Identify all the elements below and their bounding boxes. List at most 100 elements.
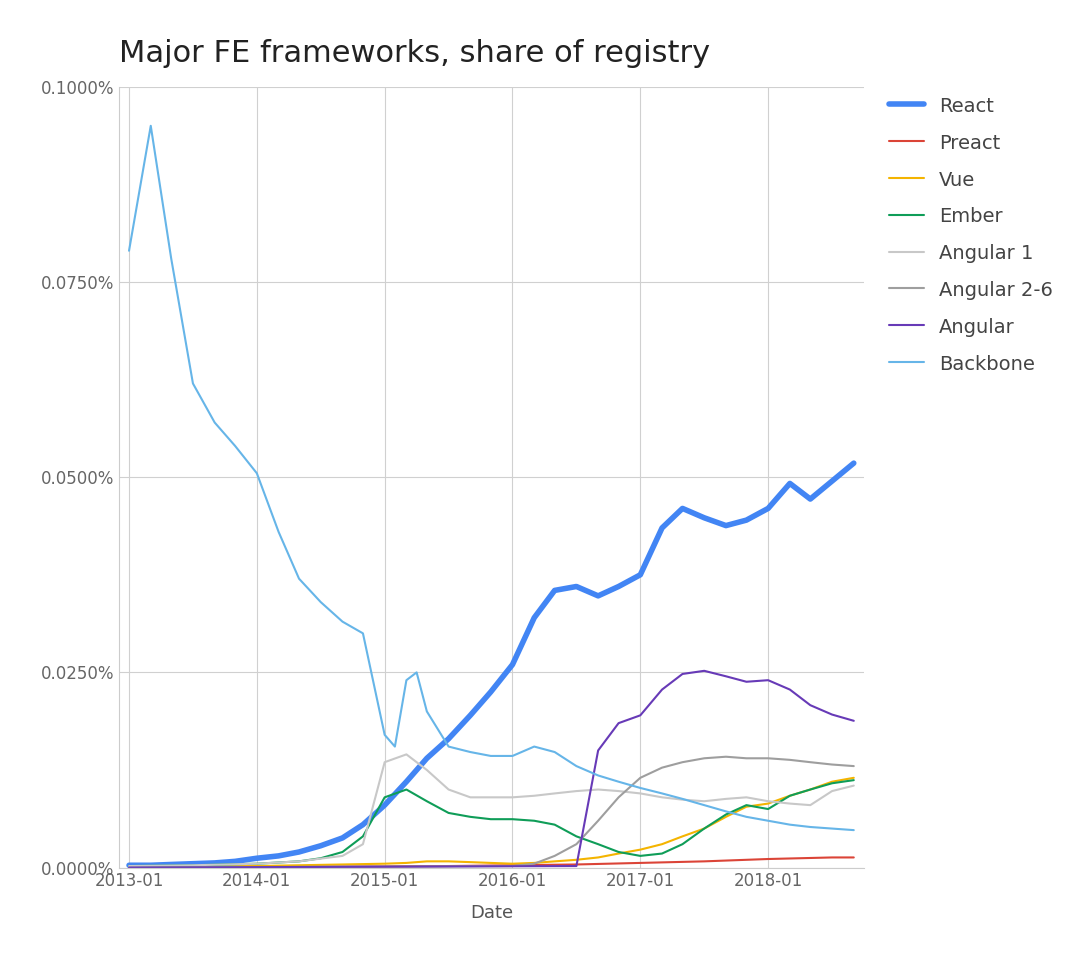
- Vue: [740, 801, 753, 813]
- React: [229, 856, 242, 868]
- Vue: [719, 811, 732, 822]
- Ember: [484, 814, 497, 825]
- Angular 1: [187, 860, 200, 871]
- Angular 2-6: [825, 759, 838, 770]
- Backbone: [314, 597, 327, 608]
- Angular 2-6: [507, 860, 519, 871]
- Vue: [336, 859, 349, 870]
- Ember: [400, 784, 413, 795]
- Angular 1: [484, 791, 497, 803]
- Line: Angular: Angular: [129, 671, 854, 868]
- Ember: [656, 847, 669, 859]
- Angular 1: [656, 791, 669, 803]
- React: [484, 686, 497, 698]
- React: [592, 590, 605, 602]
- Backbone: [165, 253, 178, 264]
- Line: React: React: [129, 463, 854, 866]
- Angular: [122, 862, 135, 873]
- Angular 1: [592, 784, 605, 795]
- Vue: [400, 857, 413, 869]
- Backbone: [378, 729, 391, 740]
- Angular 2-6: [549, 850, 562, 862]
- Backbone: [848, 824, 861, 836]
- Vue: [507, 858, 519, 870]
- Backbone: [484, 750, 497, 762]
- Angular 2-6: [570, 839, 583, 850]
- Backbone: [187, 378, 200, 389]
- Backbone: [719, 806, 732, 817]
- Backbone: [592, 769, 605, 781]
- Vue: [825, 776, 838, 788]
- React: [570, 580, 583, 592]
- Angular 1: [122, 860, 135, 871]
- Ember: [804, 784, 816, 795]
- Vue: [378, 858, 391, 870]
- Angular 2-6: [804, 757, 816, 768]
- Angular 1: [825, 786, 838, 797]
- Angular: [719, 671, 732, 683]
- Backbone: [293, 573, 306, 584]
- Preact: [442, 860, 455, 871]
- Backbone: [400, 675, 413, 686]
- React: [272, 850, 285, 862]
- Backbone: [410, 667, 423, 679]
- React: [336, 832, 349, 844]
- Line: Vue: Vue: [129, 778, 854, 868]
- Ember: [740, 799, 753, 811]
- Vue: [463, 856, 476, 868]
- React: [420, 753, 433, 764]
- Angular 2-6: [740, 753, 753, 764]
- Angular 1: [698, 795, 711, 807]
- Vue: [251, 860, 264, 871]
- Angular 2-6: [122, 862, 135, 873]
- Ember: [848, 774, 861, 786]
- React: [208, 857, 221, 869]
- React: [656, 522, 669, 534]
- Line: Backbone: Backbone: [129, 126, 854, 830]
- Angular 1: [336, 850, 349, 862]
- Angular 1: [570, 786, 583, 797]
- Angular 1: [251, 858, 264, 870]
- Backbone: [698, 799, 711, 811]
- React: [187, 858, 200, 870]
- Angular 2-6: [528, 858, 541, 870]
- Angular 2-6: [656, 762, 669, 773]
- React: [634, 569, 647, 580]
- Backbone: [676, 793, 689, 805]
- Vue: [570, 854, 583, 866]
- Angular 1: [612, 786, 625, 797]
- Preact: [570, 859, 583, 870]
- Preact: [378, 861, 391, 872]
- React: [378, 799, 391, 811]
- Backbone: [336, 616, 349, 628]
- Backbone: [122, 245, 135, 256]
- React: [442, 733, 455, 744]
- React: [165, 859, 178, 870]
- Backbone: [612, 776, 625, 788]
- Angular: [570, 860, 583, 871]
- React: [848, 457, 861, 469]
- React: [122, 860, 135, 871]
- Angular: [783, 683, 796, 695]
- Line: Angular 2-6: Angular 2-6: [129, 757, 854, 868]
- React: [825, 475, 838, 487]
- Backbone: [825, 823, 838, 835]
- Backbone: [356, 628, 369, 639]
- Ember: [528, 815, 541, 826]
- Angular 1: [848, 780, 861, 791]
- Angular: [634, 710, 647, 721]
- Ember: [719, 809, 732, 820]
- React: [463, 710, 476, 721]
- Vue: [761, 798, 774, 810]
- Ember: [463, 811, 476, 822]
- Angular: [740, 676, 753, 687]
- Backbone: [463, 746, 476, 758]
- Vue: [528, 857, 541, 869]
- Angular 1: [400, 749, 413, 761]
- Angular 1: [634, 788, 647, 799]
- Backbone: [229, 441, 242, 452]
- Vue: [122, 862, 135, 873]
- React: [145, 860, 158, 871]
- Angular 2-6: [719, 751, 732, 763]
- Angular 2-6: [848, 761, 861, 772]
